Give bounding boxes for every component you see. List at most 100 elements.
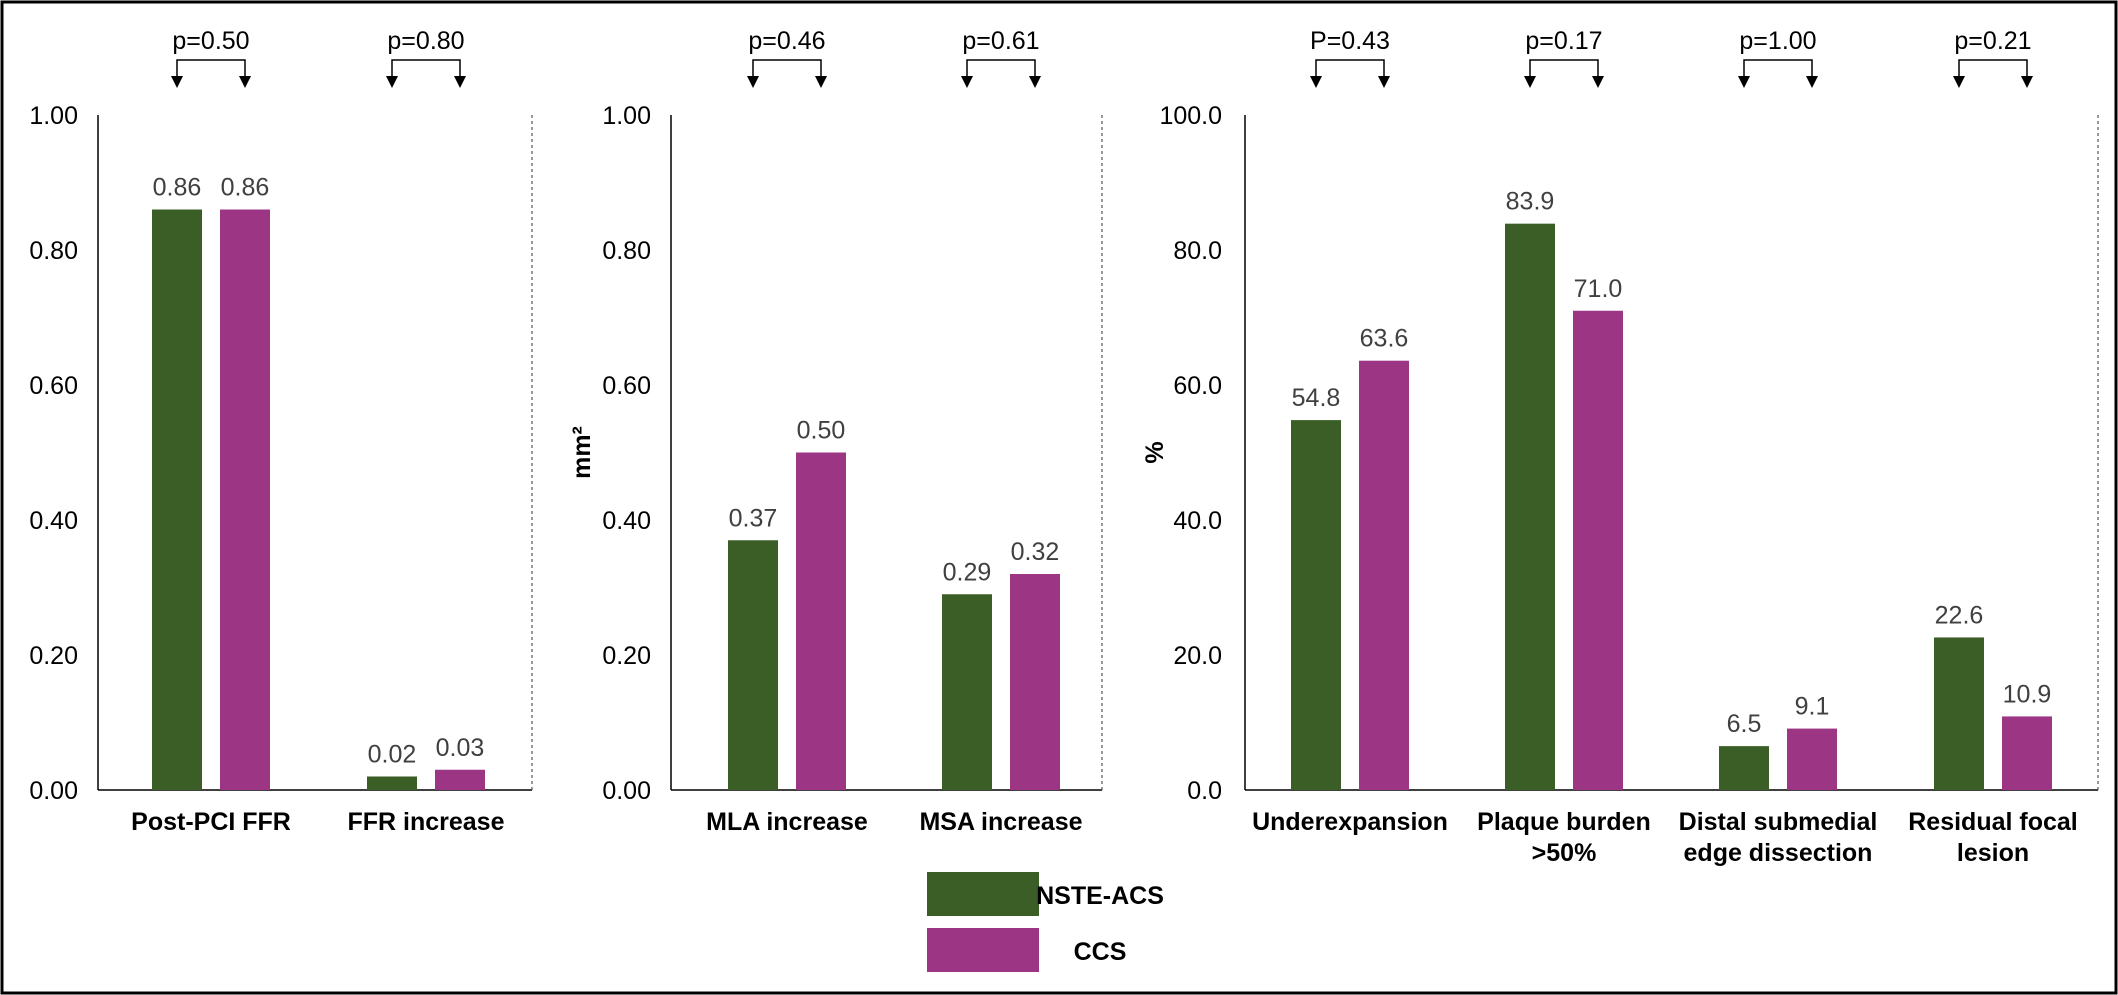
bar-ccs-distal-submedial-edge-dissection [1787, 728, 1837, 790]
data-label: 0.32 [1011, 538, 1060, 566]
p-value-bracket: p=1.00 [1738, 27, 1818, 88]
p-value-label: p=1.00 [1739, 27, 1816, 55]
p-value-label: p=0.80 [387, 27, 464, 55]
arrow-down-icon [1738, 76, 1750, 88]
category-label: lesion [1957, 839, 2029, 867]
bar-nste-acs-ffr-increase [367, 776, 417, 790]
chart-panel-3: 0.0 20.0 40.0 60.0 80.0 100.0% 54.8 63.6 Underex… [1141, 27, 2099, 867]
bar-ccs-plaque-burden-50 [1573, 310, 1623, 790]
y-axis-label: % [1141, 441, 1169, 463]
data-label: 83.9 [1506, 188, 1555, 216]
p-value-label: P=0.43 [1310, 27, 1390, 55]
y-tick-label: 0.40 [602, 507, 651, 535]
p-value-label: p=0.46 [748, 27, 825, 55]
data-label: 10.9 [2003, 680, 2052, 708]
legend-label-nste-acs: NSTE-ACS [1036, 882, 1164, 910]
bar-nste-acs-residual-focal-lesion [1934, 637, 1984, 790]
chart-panels: 0.00 0.20 0.40 0.60 0.80 1.00 0.86 0.86 Post-PCI… [29, 27, 2099, 867]
bracket-line [966, 59, 1036, 78]
bar-ccs-underexpansion [1359, 360, 1409, 790]
data-label: 0.03 [436, 734, 485, 762]
arrow-down-icon [1029, 76, 1041, 88]
y-tick-label: 1.00 [602, 102, 651, 130]
data-label: 0.50 [797, 417, 846, 445]
bracket-line [752, 59, 822, 78]
category-label: Underexpansion [1252, 808, 1448, 836]
p-value-bracket: p=0.61 [961, 27, 1041, 88]
bar-ccs-ffr-increase [435, 769, 485, 790]
y-tick-label: 0.00 [602, 777, 651, 805]
arrow-down-icon [171, 76, 183, 88]
y-axis-label: mm² [568, 426, 596, 479]
p-value-bracket: p=0.80 [386, 27, 466, 88]
arrow-down-icon [1310, 76, 1322, 88]
data-label: 0.02 [368, 741, 417, 769]
data-label: 9.1 [1795, 693, 1830, 721]
chart-panel-1: 0.00 0.20 0.40 0.60 0.80 1.00 0.86 0.86 Post-PCI… [29, 27, 533, 836]
bar-nste-acs-msa-increase [942, 594, 992, 790]
y-tick-label: 1.00 [29, 102, 78, 130]
bar-ccs-msa-increase [1010, 574, 1060, 790]
y-tick-label: 80.0 [1173, 237, 1222, 265]
p-value-label: p=0.61 [962, 27, 1039, 55]
data-label: 0.37 [729, 504, 778, 532]
bar-ccs-post-pci-ffr [220, 209, 270, 790]
data-label: 0.86 [153, 174, 202, 202]
y-tick-label: 0.80 [29, 237, 78, 265]
legend-label-ccs: CCS [1074, 938, 1127, 966]
bar-nste-acs-underexpansion [1291, 420, 1341, 790]
p-value-bracket: P=0.43 [1310, 27, 1390, 88]
p-value-label: p=0.21 [1954, 27, 2031, 55]
p-value-bracket: p=0.17 [1524, 27, 1604, 88]
arrow-down-icon [454, 76, 466, 88]
bracket-line [391, 59, 461, 78]
data-label: 0.29 [943, 558, 992, 586]
y-tick-label: 0.00 [29, 777, 78, 805]
category-label: MSA increase [919, 808, 1082, 836]
bar-nste-acs-mla-increase [728, 540, 778, 790]
arrow-down-icon [1806, 76, 1818, 88]
p-value-label: p=0.17 [1525, 27, 1602, 55]
y-tick-label: 0.20 [29, 642, 78, 670]
category-label: FFR increase [347, 808, 504, 836]
y-tick-label: 0.60 [602, 372, 651, 400]
arrow-down-icon [2021, 76, 2033, 88]
arrow-down-icon [1524, 76, 1536, 88]
arrow-down-icon [239, 76, 251, 88]
bar-ccs-mla-increase [796, 452, 846, 790]
y-tick-label: 20.0 [1173, 642, 1222, 670]
arrow-down-icon [815, 76, 827, 88]
arrow-down-icon [1592, 76, 1604, 88]
legend-swatch-ccs [927, 928, 1039, 972]
arrow-down-icon [386, 76, 398, 88]
arrow-down-icon [747, 76, 759, 88]
p-value-bracket: p=0.46 [747, 27, 827, 88]
category-label: MLA increase [706, 808, 868, 836]
p-value-label: p=0.50 [172, 27, 249, 55]
data-label: 6.5 [1727, 710, 1762, 738]
arrow-down-icon [1953, 76, 1965, 88]
bar-nste-acs-post-pci-ffr [152, 209, 202, 790]
y-tick-label: 0.20 [602, 642, 651, 670]
bar-nste-acs-plaque-burden-50 [1505, 223, 1555, 791]
y-tick-label: 0.40 [29, 507, 78, 535]
data-label: 71.0 [1574, 275, 1623, 303]
category-label: Post-PCI FFR [131, 808, 291, 836]
data-label: 0.86 [221, 174, 270, 202]
legend-swatch-nste-acs [927, 872, 1039, 916]
arrow-down-icon [961, 76, 973, 88]
data-label: 22.6 [1935, 601, 1984, 629]
chart-panel-2: 0.00 0.20 0.40 0.60 0.80 1.00 mm² 0.37 0.50 MLA i… [568, 27, 1103, 836]
category-label: Residual focal [1908, 808, 2078, 836]
bracket-line [176, 59, 246, 78]
data-label: 63.6 [1360, 325, 1409, 353]
bracket-line [1958, 59, 2028, 78]
p-value-bracket: p=0.50 [171, 27, 251, 88]
y-tick-label: 0.0 [1187, 777, 1222, 805]
category-label: Distal submedial [1679, 808, 1878, 836]
y-tick-label: 0.60 [29, 372, 78, 400]
y-tick-label: 40.0 [1173, 507, 1222, 535]
y-tick-label: 0.80 [602, 237, 651, 265]
